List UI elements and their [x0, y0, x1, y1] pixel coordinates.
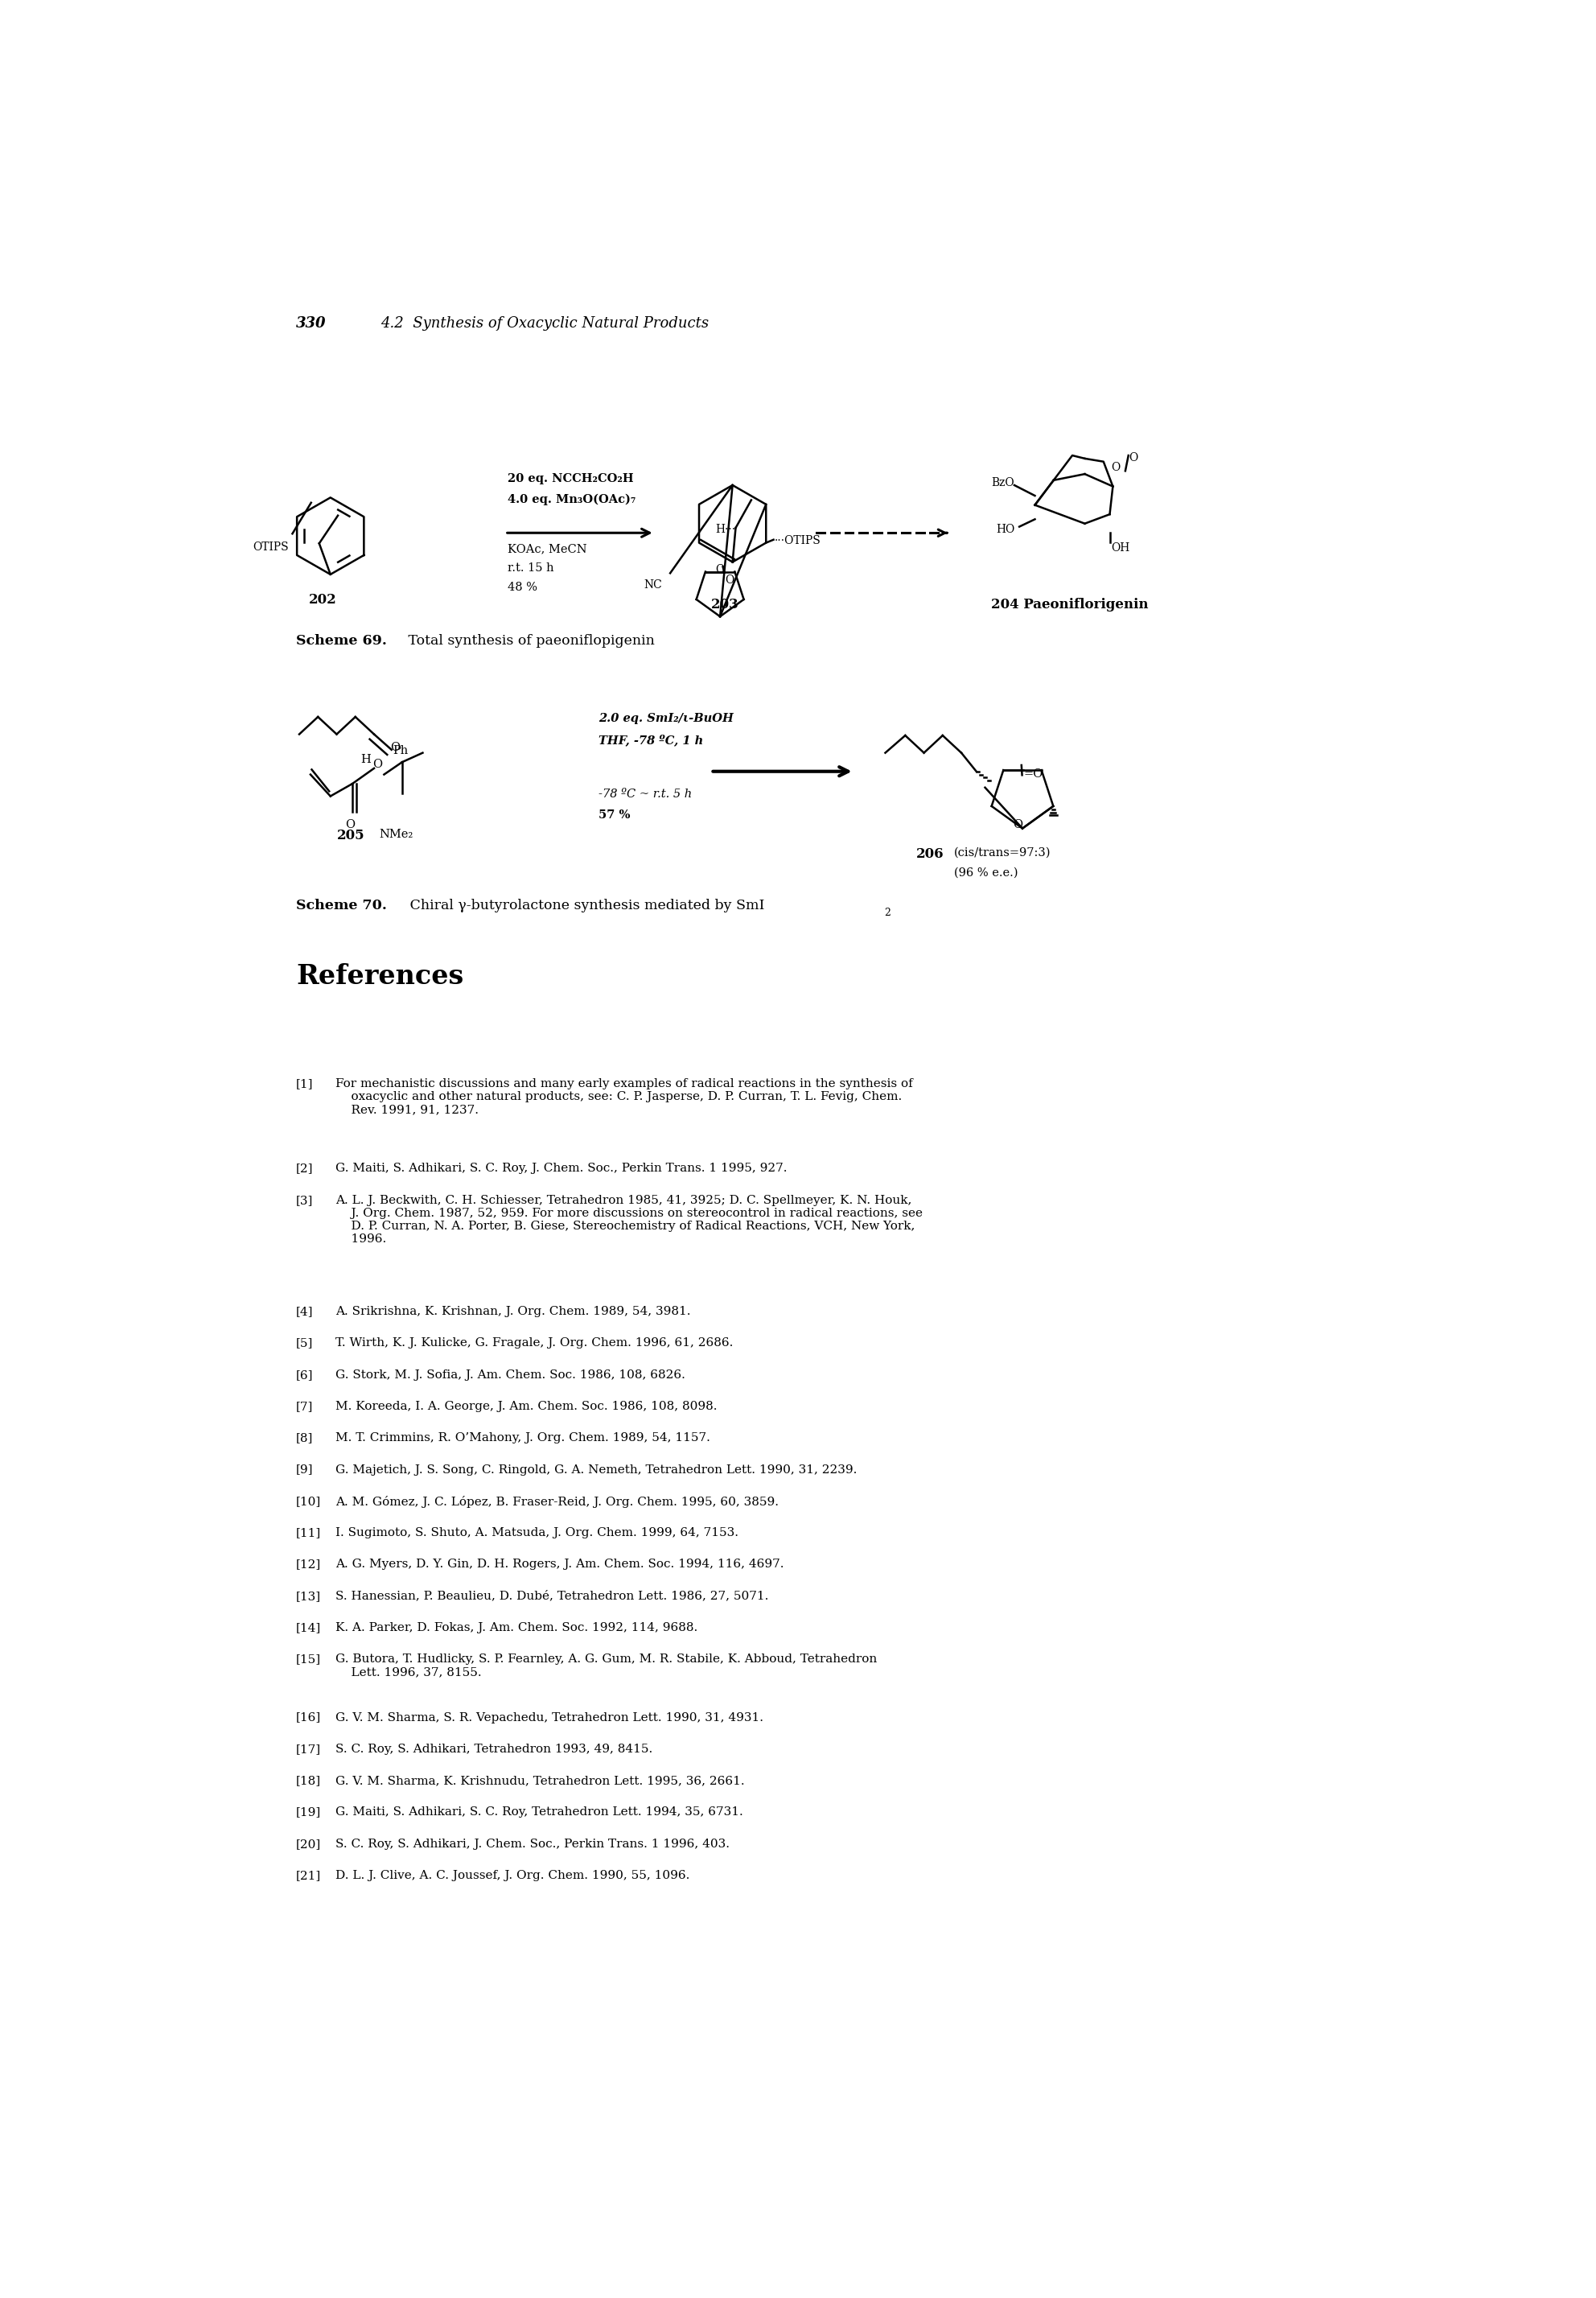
- Text: [11]: [11]: [297, 1528, 321, 1540]
- Text: O: O: [725, 574, 734, 586]
- Text: S. C. Roy, S. Adhikari, J. Chem. Soc., Perkin Trans. 1 1996, 403.: S. C. Roy, S. Adhikari, J. Chem. Soc., P…: [335, 1838, 729, 1850]
- Text: [7]: [7]: [297, 1402, 313, 1413]
- Text: =O: =O: [1025, 768, 1044, 779]
- Text: NC: NC: [645, 579, 662, 591]
- Text: H···: H···: [715, 524, 736, 535]
- Text: [2]: [2]: [297, 1163, 313, 1174]
- Text: O: O: [1128, 453, 1138, 464]
- Text: [6]: [6]: [297, 1370, 313, 1381]
- Text: [9]: [9]: [297, 1464, 313, 1475]
- Text: 205: 205: [337, 827, 364, 841]
- Text: O: O: [715, 563, 725, 574]
- Text: Chiral γ-butyrolactone synthesis mediated by SmI: Chiral γ-butyrolactone synthesis mediate…: [405, 899, 764, 912]
- Text: M. T. Crimmins, R. O’Mahony, J. Org. Chem. 1989, 54, 1157.: M. T. Crimmins, R. O’Mahony, J. Org. Che…: [335, 1432, 710, 1443]
- Text: G. Butora, T. Hudlicky, S. P. Fearnley, A. G. Gum, M. R. Stabile, K. Abboud, Tet: G. Butora, T. Hudlicky, S. P. Fearnley, …: [335, 1655, 876, 1678]
- Text: [8]: [8]: [297, 1432, 313, 1443]
- Text: 2.0 eq. SmI₂/ι-BuOH: 2.0 eq. SmI₂/ι-BuOH: [598, 712, 734, 724]
- Text: K. A. Parker, D. Fokas, J. Am. Chem. Soc. 1992, 114, 9688.: K. A. Parker, D. Fokas, J. Am. Chem. Soc…: [335, 1622, 697, 1634]
- Text: References: References: [297, 963, 464, 990]
- Text: A. Srikrishna, K. Krishnan, J. Org. Chem. 1989, 54, 3981.: A. Srikrishna, K. Krishnan, J. Org. Chem…: [335, 1305, 691, 1317]
- Text: BzO: BzO: [991, 478, 1015, 489]
- Text: D. L. J. Clive, A. C. Joussef, J. Org. Chem. 1990, 55, 1096.: D. L. J. Clive, A. C. Joussef, J. Org. C…: [335, 1871, 689, 1882]
- Text: A. G. Myers, D. Y. Gin, D. H. Rogers, J. Am. Chem. Soc. 1994, 116, 4697.: A. G. Myers, D. Y. Gin, D. H. Rogers, J.…: [335, 1558, 784, 1570]
- Text: THF, -78 ºC, 1 h: THF, -78 ºC, 1 h: [598, 735, 704, 747]
- Text: O: O: [1013, 818, 1023, 830]
- Text: OH: OH: [1111, 542, 1130, 554]
- Text: [4]: [4]: [297, 1305, 313, 1317]
- Text: 4.0 eq. Mn₃O(OAc)₇: 4.0 eq. Mn₃O(OAc)₇: [508, 494, 635, 506]
- Text: 57 %: 57 %: [598, 809, 630, 820]
- Text: [10]: [10]: [297, 1496, 321, 1507]
- Text: G. Maiti, S. Adhikari, S. C. Roy, Tetrahedron Lett. 1994, 35, 6731.: G. Maiti, S. Adhikari, S. C. Roy, Tetrah…: [335, 1806, 744, 1818]
- Text: H: H: [361, 754, 370, 765]
- Text: A. M. Gómez, J. C. López, B. Fraser-Reid, J. Org. Chem. 1995, 60, 3859.: A. M. Gómez, J. C. López, B. Fraser-Reid…: [335, 1496, 779, 1507]
- Text: 203: 203: [710, 597, 739, 611]
- Text: (96 % e.e.): (96 % e.e.): [954, 866, 1018, 878]
- Text: 4.2  Synthesis of Oxacyclic Natural Products: 4.2 Synthesis of Oxacyclic Natural Produ…: [380, 317, 709, 331]
- Text: [5]: [5]: [297, 1337, 313, 1349]
- Text: S. C. Roy, S. Adhikari, Tetrahedron 1993, 49, 8415.: S. C. Roy, S. Adhikari, Tetrahedron 1993…: [335, 1744, 653, 1756]
- Text: [18]: [18]: [297, 1774, 321, 1786]
- Text: O: O: [373, 758, 383, 770]
- Text: (cis/trans=97:3): (cis/trans=97:3): [954, 848, 1050, 857]
- Text: 48 %: 48 %: [508, 581, 538, 593]
- Text: G. Stork, M. J. Sofia, J. Am. Chem. Soc. 1986, 108, 6826.: G. Stork, M. J. Sofia, J. Am. Chem. Soc.…: [335, 1370, 685, 1381]
- Text: I. Sugimoto, S. Shuto, A. Matsuda, J. Org. Chem. 1999, 64, 7153.: I. Sugimoto, S. Shuto, A. Matsuda, J. Or…: [335, 1528, 739, 1540]
- Text: [3]: [3]: [297, 1195, 313, 1206]
- Text: [20]: [20]: [297, 1838, 321, 1850]
- Text: NMe₂: NMe₂: [380, 827, 413, 839]
- Text: [17]: [17]: [297, 1744, 321, 1756]
- Text: KOAc, MeCN: KOAc, MeCN: [508, 542, 587, 554]
- Text: T. Wirth, K. J. Kulicke, G. Fragale, J. Org. Chem. 1996, 61, 2686.: T. Wirth, K. J. Kulicke, G. Fragale, J. …: [335, 1337, 733, 1349]
- Text: [15]: [15]: [297, 1655, 321, 1666]
- Text: r.t. 15 h: r.t. 15 h: [508, 563, 554, 574]
- Text: G. V. M. Sharma, K. Krishnudu, Tetrahedron Lett. 1995, 36, 2661.: G. V. M. Sharma, K. Krishnudu, Tetrahedr…: [335, 1774, 745, 1786]
- Text: G. V. M. Sharma, S. R. Vepachedu, Tetrahedron Lett. 1990, 31, 4931.: G. V. M. Sharma, S. R. Vepachedu, Tetrah…: [335, 1712, 763, 1724]
- Text: G. Maiti, S. Adhikari, S. C. Roy, J. Chem. Soc., Perkin Trans. 1 1995, 927.: G. Maiti, S. Adhikari, S. C. Roy, J. Che…: [335, 1163, 787, 1174]
- Text: OTIPS: OTIPS: [252, 540, 289, 552]
- Text: A. L. J. Beckwith, C. H. Schiesser, Tetrahedron 1985, 41, 3925; D. C. Spellmeyer: A. L. J. Beckwith, C. H. Schiesser, Tetr…: [335, 1195, 922, 1246]
- Text: O: O: [391, 742, 401, 754]
- Text: 204 Paeoniflorigenin: 204 Paeoniflorigenin: [991, 597, 1149, 611]
- Text: For mechanistic discussions and many early examples of radical reactions in the : For mechanistic discussions and many ear…: [335, 1078, 913, 1115]
- Text: [1]: [1]: [297, 1078, 313, 1089]
- Text: Ph: Ph: [393, 745, 409, 756]
- Text: [14]: [14]: [297, 1622, 321, 1634]
- Text: O: O: [1111, 462, 1120, 473]
- Text: 20 eq. NCCH₂CO₂H: 20 eq. NCCH₂CO₂H: [508, 473, 634, 485]
- Text: M. Koreeda, I. A. George, J. Am. Chem. Soc. 1986, 108, 8098.: M. Koreeda, I. A. George, J. Am. Chem. S…: [335, 1402, 717, 1413]
- Text: G. Majetich, J. S. Song, C. Ringold, G. A. Nemeth, Tetrahedron Lett. 1990, 31, 2: G. Majetich, J. S. Song, C. Ringold, G. …: [335, 1464, 857, 1475]
- Text: -78 ºC ~ r.t. 5 h: -78 ºC ~ r.t. 5 h: [598, 788, 693, 800]
- Text: Scheme 70.: Scheme 70.: [297, 899, 386, 912]
- Text: 330: 330: [297, 317, 326, 331]
- Text: [21]: [21]: [297, 1871, 321, 1882]
- Text: S. Hanessian, P. Beaulieu, D. Dubé, Tetrahedron Lett. 1986, 27, 5071.: S. Hanessian, P. Beaulieu, D. Dubé, Tetr…: [335, 1590, 769, 1602]
- Text: [16]: [16]: [297, 1712, 321, 1724]
- Text: O: O: [345, 818, 356, 830]
- Text: ···OTIPS: ···OTIPS: [774, 535, 822, 547]
- Text: 202: 202: [308, 593, 337, 607]
- Text: 206: 206: [916, 848, 945, 862]
- Text: HO: HO: [996, 524, 1015, 535]
- Text: Total synthesis of paeoniflорigenin: Total synthesis of paeoniflорigenin: [404, 634, 654, 648]
- Text: Scheme 69.: Scheme 69.: [297, 634, 386, 648]
- Text: 2: 2: [884, 908, 891, 919]
- Text: [13]: [13]: [297, 1590, 321, 1602]
- Text: [12]: [12]: [297, 1558, 321, 1570]
- Text: [19]: [19]: [297, 1806, 321, 1818]
